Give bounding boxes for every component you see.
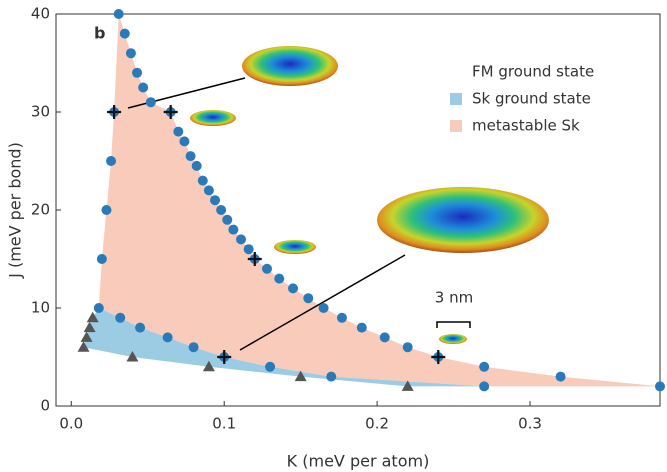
x-axis-title: K (meV per atom) — [287, 452, 430, 471]
circle-point — [101, 205, 112, 215]
x-tick-label: 0.2 — [365, 415, 389, 433]
triangle-point — [77, 341, 90, 352]
circle-point — [203, 185, 214, 196]
triangle-point — [126, 351, 139, 362]
circle-point — [188, 342, 199, 353]
legend-label: Sk ground state — [472, 90, 591, 108]
circle-point — [402, 342, 413, 353]
cross-point — [431, 350, 446, 364]
regions — [83, 14, 661, 387]
sk-region — [83, 308, 485, 387]
circle-point — [132, 67, 143, 78]
circle-point — [274, 273, 285, 284]
legend: FM ground state Sk ground state metastable… — [450, 63, 594, 135]
scale-label: 3 nm — [435, 289, 473, 307]
circle-point — [179, 136, 190, 147]
metastable-region — [98, 14, 661, 387]
circle-point — [318, 303, 329, 313]
frame: 0.0 0.1 0.2 0.3 0 10 20 30 40 — [31, 5, 661, 433]
circle-point — [243, 244, 254, 255]
circle-point — [288, 283, 299, 294]
x-tick-label: 0.1 — [212, 415, 236, 433]
y-axis-title: J (meV per bond) — [6, 142, 25, 279]
cross-point — [247, 252, 262, 266]
circle-point — [106, 156, 117, 166]
circle-point — [115, 312, 126, 323]
y-tick-label: 20 — [31, 201, 50, 219]
cross-point — [163, 105, 178, 119]
circle-point — [210, 195, 221, 206]
circle-point — [145, 97, 156, 108]
triangle-point — [294, 370, 307, 382]
cross-point — [107, 105, 122, 119]
legend-swatch — [450, 93, 462, 105]
y-tick-label: 10 — [31, 299, 50, 317]
circle-point — [93, 303, 104, 313]
circle-point — [135, 322, 146, 333]
skyrmion-image — [377, 187, 549, 253]
circle-point — [479, 381, 490, 392]
circle-point — [222, 214, 233, 225]
circle-point — [303, 293, 314, 304]
triangle-point — [401, 380, 414, 391]
circle-point — [265, 361, 276, 372]
circle-point — [655, 381, 665, 392]
circle-point — [379, 332, 390, 343]
circle-point — [138, 82, 149, 93]
triangle-point — [80, 331, 93, 342]
scale-bar — [436, 321, 471, 328]
circle-point — [326, 371, 337, 382]
circle-point — [228, 224, 239, 235]
legend-label: FM ground state — [472, 63, 594, 81]
circle-point — [479, 361, 490, 372]
triangle-point — [202, 360, 215, 372]
legend-swatch — [450, 120, 462, 132]
x-tick-label: 0.3 — [518, 415, 542, 433]
y-tick-label: 0 — [40, 397, 50, 415]
circle-point — [197, 175, 208, 186]
circle-point — [185, 151, 196, 162]
circle-point — [162, 332, 173, 343]
skyrmion-image — [274, 240, 316, 254]
triangle-point — [83, 321, 96, 333]
circle-point — [555, 371, 566, 382]
circle-point — [191, 160, 202, 171]
circle-point — [173, 126, 184, 137]
circle-point — [216, 205, 227, 215]
cross-point — [217, 350, 232, 364]
panel-label: b — [94, 24, 105, 43]
skyrmion-image — [439, 334, 467, 344]
x-tick-label: 0.0 — [59, 415, 83, 433]
circle-point — [262, 263, 273, 274]
circle-point — [356, 322, 367, 333]
marks — [77, 9, 665, 392]
circle-point — [125, 48, 136, 59]
pointer-line — [239, 254, 406, 351]
y-tick-label: 40 — [31, 5, 50, 23]
circle-point — [236, 234, 247, 245]
triangle-point — [86, 311, 99, 323]
circle-point — [113, 9, 124, 19]
circle-point — [119, 28, 130, 39]
y-tick-label: 30 — [31, 103, 50, 121]
skyrmion-image — [242, 46, 338, 86]
skyrmion-image — [190, 110, 236, 126]
legend-label: metastable Sk — [472, 117, 580, 135]
circle-point — [96, 254, 107, 264]
circle-point — [336, 312, 347, 323]
skyrmion-renders — [127, 46, 549, 351]
